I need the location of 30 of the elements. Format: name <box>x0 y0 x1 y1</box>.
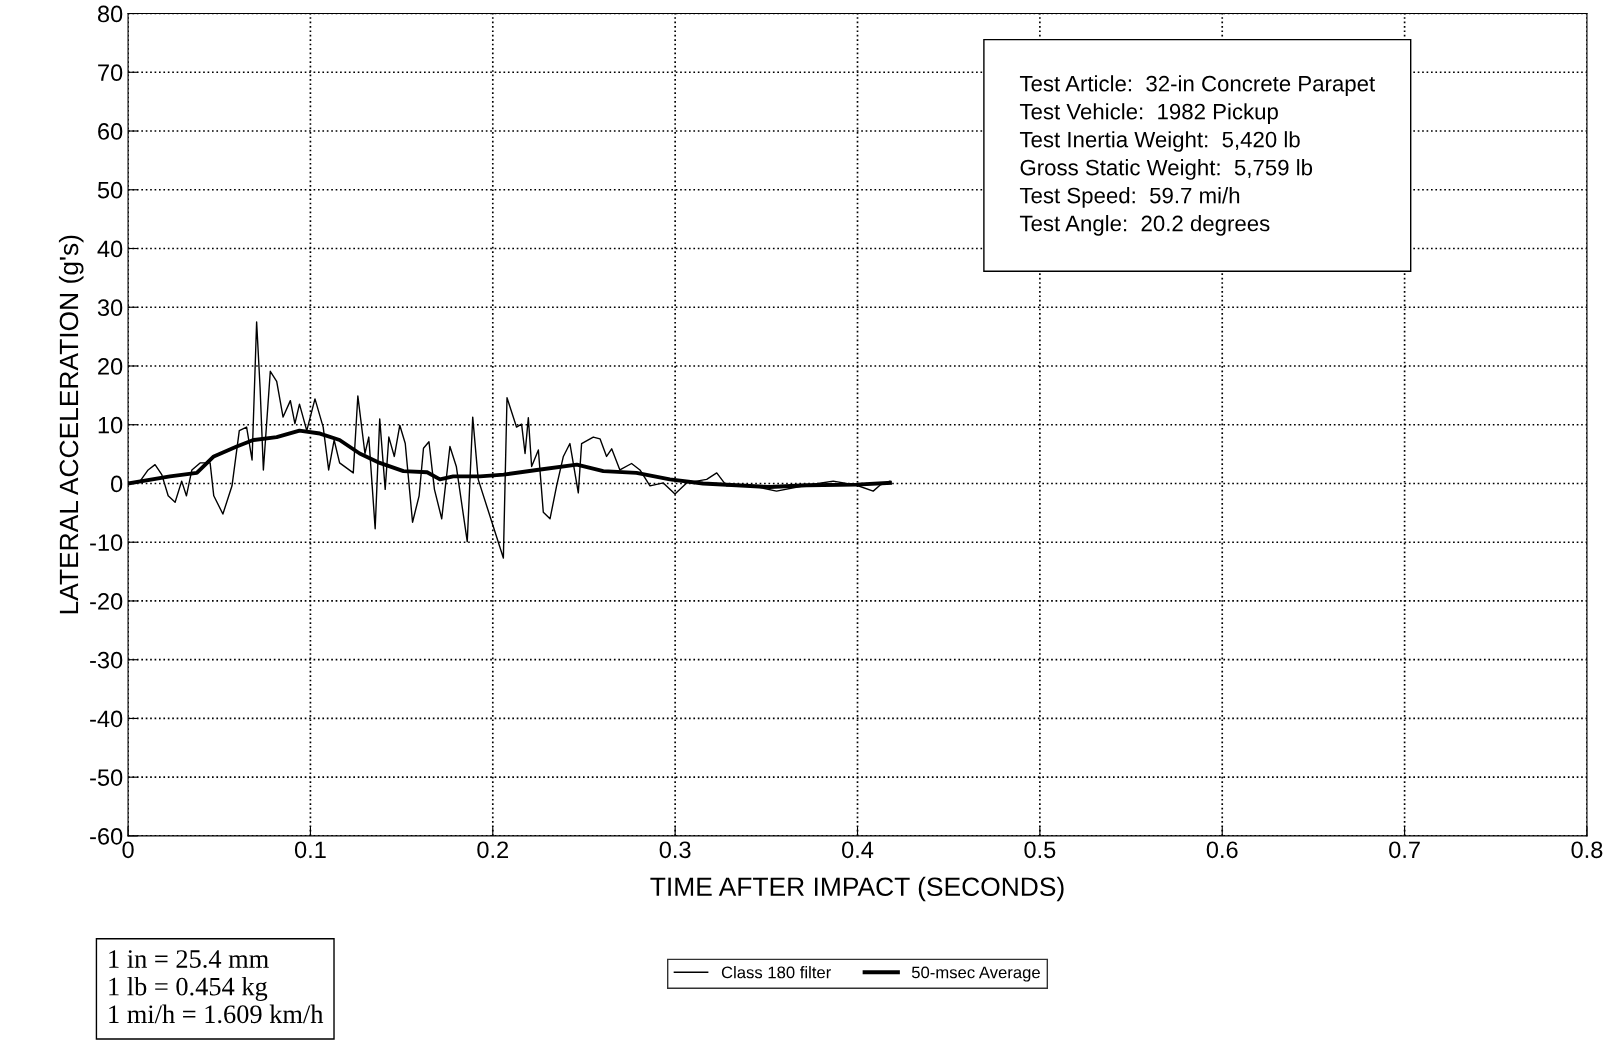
text: 1 in = 25.4 mm 1 lb = 0.454 kg 1 mi/h = 1.609 km/h <box>109 950 324 1024</box>
y-tick-label: 60 <box>98 123 123 140</box>
y-tick-label: 40 <box>97 240 123 258</box>
x-axis-title: TIME AFTER IMPACT (SECONDS) <box>650 876 1064 902</box>
y-tick-label: -50 <box>90 769 123 786</box>
y-tick-label: -40 <box>90 710 123 728</box>
y-tick-label: 20 <box>98 358 123 375</box>
legend-label: Class 180 filter <box>721 966 831 979</box>
y-tick-label: -20 <box>90 593 123 610</box>
y-tick-label: -30 <box>90 651 123 669</box>
y-tick-label: 80 <box>97 5 123 23</box>
x-tick-label: 0.3 <box>659 841 691 859</box>
x-tick-label: 0.7 <box>1389 841 1420 859</box>
y-tick-label: 30 <box>97 299 123 317</box>
y-tick-label: -10 <box>90 534 123 551</box>
x-tick-label: 0.8 <box>1571 841 1603 859</box>
x-tick-label: 0.2 <box>477 841 509 859</box>
y-tick-label: 10 <box>98 416 123 434</box>
x-tick-label: 0.1 <box>294 841 326 859</box>
x-tick-label: 0 <box>122 841 134 859</box>
annotation: Test Article: 32-in Concrete Parapet Test Vehicle: 1982 Pickup Test Inertia Weight: 5,420 lb Gross Static Weight: 5,759 lb Test Speed: 59.7 mi/h Test Angle: 20.2 degrees <box>1019 75 1376 236</box>
y-tick-label: 50 <box>97 181 123 199</box>
x-tick-label: 0.5 <box>1024 841 1056 859</box>
y-axis-title: LATERAL ACCELERATION (g's) <box>58 235 84 614</box>
legend-label: 50-msec Average <box>911 966 1040 982</box>
x-tick-label: 0.4 <box>842 841 874 859</box>
y-tick-label: -60 <box>90 827 123 845</box>
x-tick-label: 0.6 <box>1206 841 1238 859</box>
y-tick-label: 70 <box>98 64 123 82</box>
y-tick-label: 0 <box>110 475 123 493</box>
